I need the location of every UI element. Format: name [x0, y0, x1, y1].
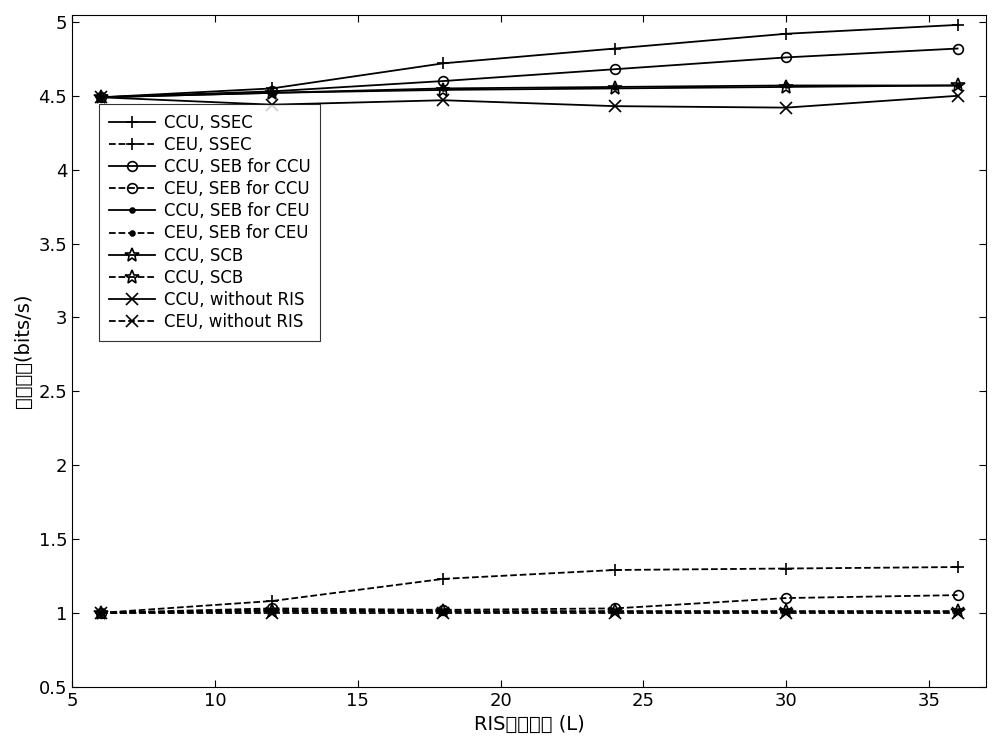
CCU, SCB	[609, 84, 621, 93]
CEU, SEB for CEU	[266, 605, 278, 614]
CEU, without RIS	[437, 608, 449, 617]
CCU, SCB	[95, 93, 107, 102]
CCU, SSEC	[437, 59, 449, 68]
CCU, SCB	[952, 607, 964, 616]
CEU, SEB for CEU	[952, 607, 964, 616]
Line: CEU, SEB for CCU: CEU, SEB for CCU	[96, 590, 962, 618]
CCU, SCB	[952, 81, 964, 90]
CEU, SEB for CCU	[266, 604, 278, 613]
Line: CCU, SCB: CCU, SCB	[94, 79, 964, 104]
CCU, SEB for CCU	[437, 76, 449, 85]
CCU, SSEC	[609, 44, 621, 53]
CCU, SCB	[609, 607, 621, 616]
Line: CCU, SEB for CEU: CCU, SEB for CEU	[96, 81, 962, 102]
Line: CCU, without RIS: CCU, without RIS	[95, 91, 963, 113]
CCU, SEB for CEU	[266, 88, 278, 97]
CEU, SEB for CCU	[609, 604, 621, 613]
CCU, SEB for CEU	[609, 82, 621, 91]
CCU, without RIS	[437, 96, 449, 105]
CEU, SSEC	[437, 574, 449, 583]
Legend: CCU, SSEC, CEU, SSEC, CCU, SEB for CCU, CEU, SEB for CCU, CCU, SEB for CEU, CEU,: CCU, SSEC, CEU, SSEC, CCU, SEB for CCU, …	[99, 103, 320, 341]
CEU, SEB for CEU	[437, 607, 449, 616]
CEU, without RIS	[952, 608, 964, 617]
CEU, SEB for CCU	[95, 608, 107, 617]
Line: CEU, without RIS: CEU, without RIS	[95, 607, 963, 619]
CCU, SCB	[780, 607, 792, 616]
CCU, SEB for CCU	[95, 93, 107, 102]
X-axis label: RIS元素数量 (L): RIS元素数量 (L)	[474, 715, 584, 734]
CCU, SEB for CEU	[437, 84, 449, 93]
CCU, without RIS	[266, 100, 278, 109]
CEU, SEB for CEU	[609, 607, 621, 616]
CCU, SEB for CCU	[609, 65, 621, 74]
CCU, SSEC	[266, 84, 278, 93]
CEU, SEB for CCU	[952, 591, 964, 600]
CCU, SEB for CCU	[780, 53, 792, 62]
CEU, SEB for CCU	[780, 594, 792, 603]
CEU, SSEC	[780, 564, 792, 573]
CCU, SCB	[437, 607, 449, 616]
CCU, SEB for CCU	[952, 44, 964, 53]
CEU, SSEC	[609, 565, 621, 574]
CCU, without RIS	[780, 103, 792, 112]
CCU, SEB for CCU	[266, 87, 278, 96]
CEU, SSEC	[95, 608, 107, 617]
CEU, without RIS	[266, 608, 278, 617]
CCU, without RIS	[609, 102, 621, 111]
CCU, SSEC	[95, 93, 107, 102]
CCU, SSEC	[952, 20, 964, 29]
CCU, SCB	[266, 88, 278, 97]
Y-axis label: 通信速率(bits/s): 通信速率(bits/s)	[14, 293, 33, 408]
Line: CCU, SCB: CCU, SCB	[94, 604, 964, 620]
CCU, SCB	[437, 85, 449, 94]
CCU, SSEC	[780, 29, 792, 38]
CEU, SEB for CEU	[95, 608, 107, 617]
CEU, without RIS	[780, 608, 792, 617]
CCU, SEB for CEU	[95, 93, 107, 102]
CEU, SSEC	[952, 562, 964, 571]
Line: CEU, SEB for CEU: CEU, SEB for CEU	[96, 605, 962, 618]
CCU, without RIS	[952, 91, 964, 100]
CEU, without RIS	[609, 608, 621, 617]
CCU, SEB for CEU	[952, 81, 964, 90]
CEU, SEB for CCU	[437, 605, 449, 614]
CCU, SEB for CEU	[780, 81, 792, 90]
Line: CCU, SEB for CCU: CCU, SEB for CCU	[96, 43, 962, 102]
CCU, SCB	[780, 82, 792, 91]
CEU, SEB for CEU	[780, 607, 792, 616]
CCU, SCB	[95, 608, 107, 617]
Line: CEU, SSEC: CEU, SSEC	[94, 561, 964, 619]
CEU, without RIS	[95, 608, 107, 617]
Line: CCU, SSEC: CCU, SSEC	[94, 19, 964, 103]
CCU, without RIS	[95, 93, 107, 102]
CCU, SCB	[266, 607, 278, 616]
CEU, SSEC	[266, 596, 278, 605]
